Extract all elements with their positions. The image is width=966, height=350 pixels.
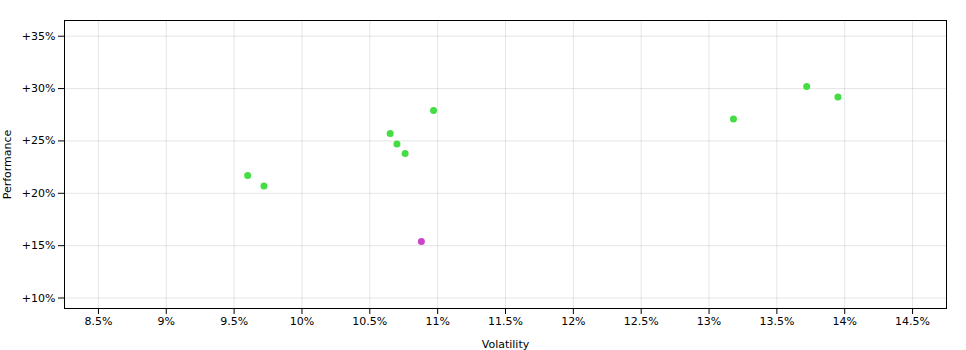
- svg-text:+20%: +20%: [22, 187, 56, 200]
- svg-text:14.5%: 14.5%: [895, 315, 930, 328]
- svg-text:11.5%: 11.5%: [488, 315, 523, 328]
- svg-text:+35%: +35%: [22, 30, 56, 43]
- svg-text:8.5%: 8.5%: [84, 315, 112, 328]
- svg-text:14%: 14%: [833, 315, 857, 328]
- svg-text:10.5%: 10.5%: [352, 315, 387, 328]
- svg-text:11%: 11%: [425, 315, 449, 328]
- svg-text:10%: 10%: [290, 315, 314, 328]
- svg-text:Performance: Performance: [1, 129, 14, 199]
- svg-text:9%: 9%: [158, 315, 175, 328]
- svg-text:12%: 12%: [561, 315, 585, 328]
- svg-text:13.5%: 13.5%: [759, 315, 794, 328]
- svg-text:Volatility: Volatility: [482, 338, 530, 350]
- svg-text:+25%: +25%: [22, 134, 56, 147]
- svg-text:+30%: +30%: [22, 82, 56, 95]
- svg-text:+10%: +10%: [22, 292, 56, 305]
- svg-text:12.5%: 12.5%: [624, 315, 659, 328]
- svg-text:9.5%: 9.5%: [220, 315, 248, 328]
- svg-text:13%: 13%: [697, 315, 721, 328]
- svg-text:+15%: +15%: [22, 239, 56, 252]
